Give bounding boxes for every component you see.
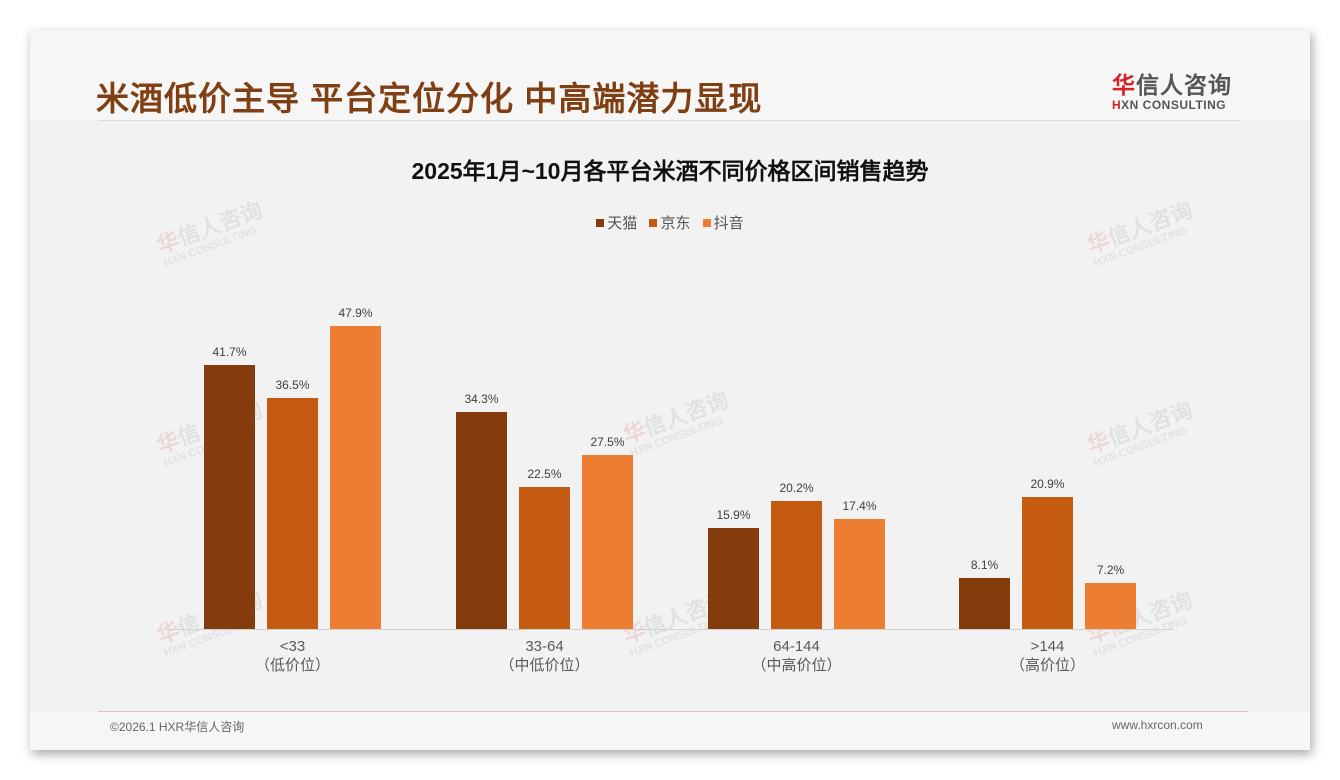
legend-swatch-icon xyxy=(596,218,605,227)
category-tier: （中低价位） xyxy=(499,657,590,674)
bar-value-label: 22.5% xyxy=(527,467,562,481)
legend-swatch-icon xyxy=(649,218,658,227)
logo-en: HXN CONSULTING xyxy=(1112,98,1227,112)
bar xyxy=(1085,583,1136,629)
bar-value-label: 17.4% xyxy=(842,499,877,513)
category-label: <33 （低价位） xyxy=(193,637,393,675)
company-logo: 华信人咨询 HXN CONSULTING xyxy=(1112,66,1242,112)
x-axis-line xyxy=(166,629,1174,630)
bar-value-label: 36.5% xyxy=(275,378,310,392)
category-range: 64-144 xyxy=(773,638,820,655)
bar-value-label: 7.2% xyxy=(1096,563,1125,577)
bar-value-label: 20.2% xyxy=(779,481,814,495)
bar-value-label: 20.9% xyxy=(1030,477,1065,491)
bar xyxy=(708,528,759,629)
footer-band xyxy=(30,712,1310,750)
bar-value-label: 41.7% xyxy=(212,345,247,359)
bar xyxy=(582,455,633,629)
legend-swatch-icon xyxy=(702,218,711,227)
chart-title: 2025年1月~10月各平台米酒不同价格区间销售趋势 xyxy=(411,158,929,184)
bar-value-label: 27.5% xyxy=(590,435,625,449)
category-range: >144 xyxy=(1030,638,1065,655)
bar xyxy=(330,326,381,629)
footer-copyright: ©2026.1 HXR华信人咨询 xyxy=(110,720,245,734)
footer-website: www.hxrcon.com xyxy=(1112,718,1203,732)
bar-value-label: 34.3% xyxy=(464,392,499,406)
bar xyxy=(771,501,822,629)
category-tier: （高价位） xyxy=(1009,657,1085,674)
bar xyxy=(267,398,318,629)
bar-chart-plot: 41.7% 36.5% 47.9% <33 （低价位） 34.3% 22.5% 27.5% 33… xyxy=(30,30,1310,750)
bar-value-label: 8.1% xyxy=(970,558,999,572)
category-tier: （中高价位） xyxy=(751,657,842,674)
footer-divider xyxy=(98,711,1248,712)
legend-item-tmall: 天猫 xyxy=(596,212,637,233)
header-divider xyxy=(98,120,1240,121)
page-title: 米酒低价主导 平台定位分化 中高端潜力显现 xyxy=(96,80,763,117)
bar-value-label: 47.9% xyxy=(338,306,373,320)
header-band xyxy=(30,30,1310,120)
bar xyxy=(959,578,1010,629)
category-label: >144 （高价位） xyxy=(948,637,1148,675)
slide-card: 米酒低价主导 平台定位分化 中高端潜力显现 华信人咨询 HXN CONSULTI… xyxy=(30,30,1310,750)
bar xyxy=(204,365,255,629)
chart-legend: 天猫 京东 抖音 xyxy=(30,212,1310,233)
legend-item-jd: 京东 xyxy=(649,212,691,233)
category-label: 64-144 （中高价位） xyxy=(697,637,897,675)
bar xyxy=(519,487,570,629)
category-label: 33-64 （中低价位） xyxy=(445,637,645,675)
legend-item-douyin: 抖音 xyxy=(702,212,744,233)
category-range: <33 xyxy=(279,638,306,655)
bar-value-label: 15.9% xyxy=(716,508,751,522)
bar xyxy=(456,412,507,629)
category-tier: （低价位） xyxy=(254,657,330,674)
logo-cn: 华信人咨询 xyxy=(1112,72,1232,98)
bar xyxy=(1022,497,1073,629)
bar xyxy=(834,519,885,629)
category-range: 33-64 xyxy=(525,638,564,655)
